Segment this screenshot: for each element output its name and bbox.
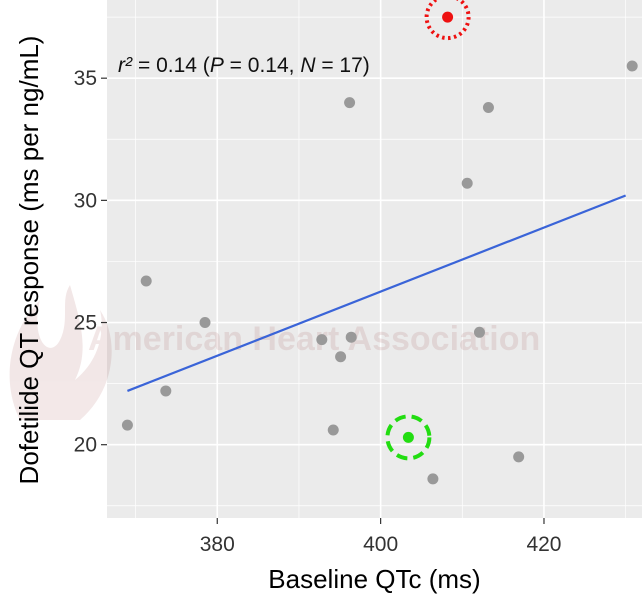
data-point bbox=[626, 60, 638, 72]
data-point bbox=[473, 326, 485, 338]
aha-watermark: American Heart Association bbox=[9, 285, 540, 420]
regression-line bbox=[127, 194, 627, 392]
data-point bbox=[199, 317, 211, 329]
y-tick-label: 20 bbox=[74, 434, 97, 457]
heart-torch-logo bbox=[9, 285, 112, 420]
data-points bbox=[121, 60, 638, 485]
n-value: = 17) bbox=[315, 54, 369, 77]
x-axis-title: Baseline QTc (ms) bbox=[268, 564, 480, 594]
r2-value: = 0.14 ( bbox=[138, 54, 210, 77]
data-point bbox=[344, 97, 356, 109]
r2-symbol: r² bbox=[118, 54, 133, 77]
data-point bbox=[160, 385, 172, 397]
axis-ticks: 380 400 420 20 25 30 35 bbox=[74, 67, 562, 556]
x-tick-label: 400 bbox=[363, 533, 398, 556]
p-value: = 0.14, bbox=[224, 54, 300, 77]
x-tick-label: 420 bbox=[526, 533, 561, 556]
highlighted-data-point bbox=[442, 11, 454, 23]
plot-panel bbox=[107, 0, 642, 518]
regression-line-group bbox=[127, 194, 627, 392]
highlight-ring bbox=[385, 414, 432, 461]
y-tick-label: 35 bbox=[74, 67, 97, 90]
n-symbol: N bbox=[300, 54, 316, 77]
watermark-text: American Heart Association bbox=[88, 320, 540, 358]
data-point bbox=[140, 275, 152, 287]
highlighted-data-point bbox=[402, 431, 414, 443]
data-point bbox=[513, 451, 525, 463]
x-tick-label: 380 bbox=[200, 533, 235, 556]
correlation-annotation: r² = 0.14 (P = 0.14, N = 17) bbox=[118, 54, 370, 77]
data-point bbox=[316, 334, 328, 346]
data-point bbox=[335, 351, 347, 363]
p-symbol: P bbox=[210, 54, 224, 77]
y-tick-label: 25 bbox=[74, 312, 97, 335]
data-point bbox=[327, 424, 339, 436]
y-tick-label: 30 bbox=[74, 189, 97, 212]
data-point bbox=[427, 473, 439, 485]
data-point bbox=[482, 102, 494, 114]
data-point bbox=[121, 419, 133, 431]
grid-lines bbox=[107, 0, 642, 518]
y-axis-title: Dofetilide QT response (ms per ng/mL) bbox=[14, 36, 44, 485]
data-point bbox=[461, 177, 473, 189]
highlighted-points bbox=[385, 0, 471, 461]
data-point bbox=[345, 331, 357, 343]
